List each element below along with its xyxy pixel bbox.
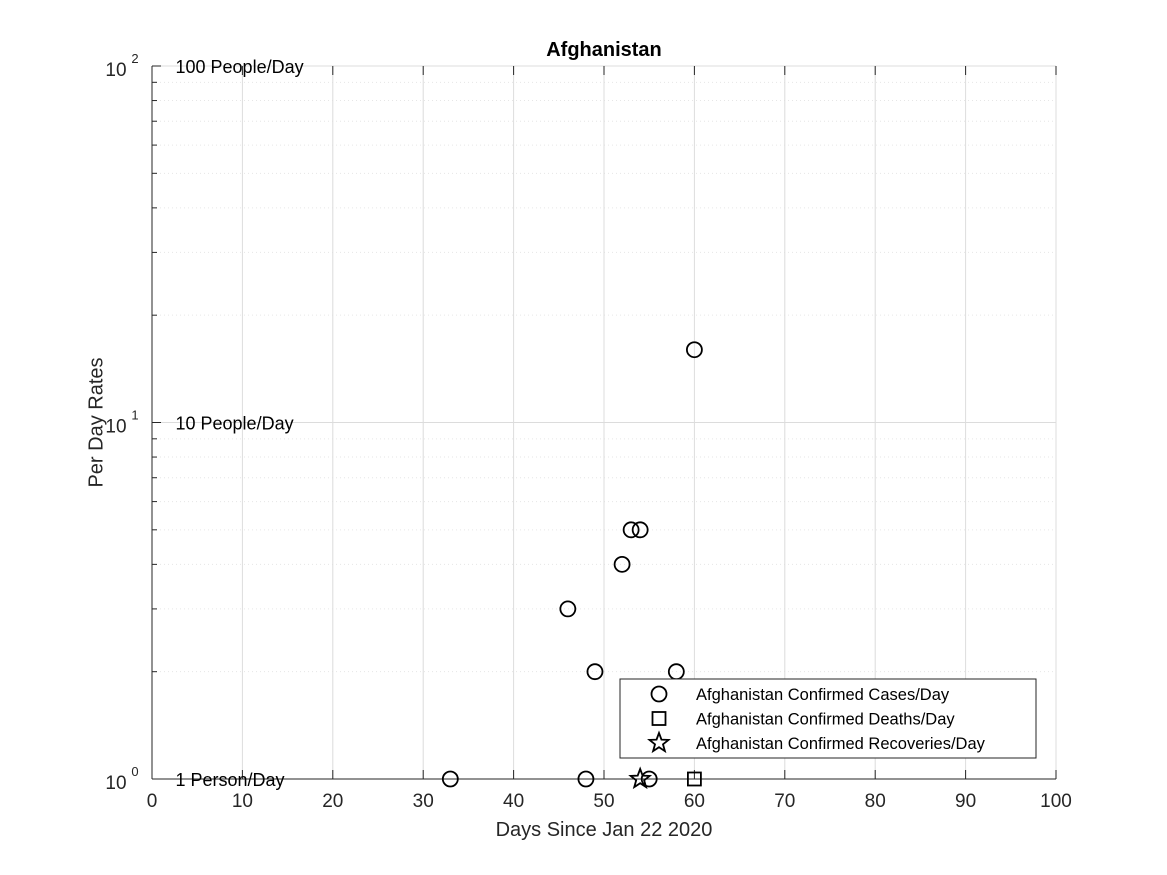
data-point-circle [631, 521, 649, 539]
x-tick-label: 70 [774, 791, 795, 812]
x-tick-label: 0 [147, 791, 158, 812]
x-tick-label: 10 [232, 791, 253, 812]
x-tick-label: 30 [413, 791, 434, 812]
data-point-circle [577, 770, 595, 788]
data-point-circle [613, 555, 631, 573]
x-tick-label: 40 [503, 791, 524, 812]
x-tick-label: 60 [684, 791, 705, 812]
data-point-circle [559, 600, 577, 618]
data-markers [441, 341, 703, 790]
data-point-square [687, 771, 702, 787]
legend-entry-label: Afghanistan Confirmed Recoveries/Day [696, 735, 986, 753]
y-tick-label-base: 10 [105, 60, 126, 81]
y-tick-label-exponent: 1 [131, 408, 138, 423]
legend-entry-label: Afghanistan Confirmed Deaths/Day [696, 711, 955, 729]
legend-marker-star [647, 730, 671, 754]
x-tick-label: 50 [593, 791, 614, 812]
data-point-circle [640, 770, 658, 788]
y-tick-label-base: 10 [105, 417, 126, 438]
y-axis-title: Per Day Rates [85, 357, 107, 487]
x-tick-label: 20 [322, 791, 343, 812]
legend-entry-label: Afghanistan Confirmed Cases/Day [696, 686, 950, 704]
data-point-circle [441, 770, 459, 788]
rate-annotation: 100 People/Day [176, 57, 304, 77]
grid [151, 65, 1057, 780]
legend-marker-square [651, 711, 667, 726]
legend: Afghanistan Confirmed Cases/Day Afghanist… [619, 678, 1037, 759]
x-tick-label: 90 [955, 791, 976, 812]
data-point-circle [686, 341, 703, 359]
chart-title: Afghanistan [546, 39, 662, 61]
y-tick-label-base: 10 [105, 773, 126, 794]
data-point-circle [622, 521, 640, 539]
annotations: 100 People/Day 10 People/Day 1 Person/Day [176, 57, 304, 790]
data-point-circle [586, 663, 604, 681]
x-tick-label: 100 [1040, 791, 1072, 812]
x-tick-label: 80 [865, 791, 886, 812]
y-tick-label-exponent: 0 [131, 764, 138, 779]
rate-annotation: 1 Person/Day [176, 770, 285, 790]
legend-marker-circle [650, 685, 668, 703]
rate-annotation: 10 People/Day [176, 414, 294, 434]
data-point-star [628, 766, 653, 790]
x-axis-title: Days Since Jan 22 2020 [496, 819, 713, 841]
y-tick-label-exponent: 2 [131, 51, 138, 66]
legend-box [619, 678, 1037, 759]
